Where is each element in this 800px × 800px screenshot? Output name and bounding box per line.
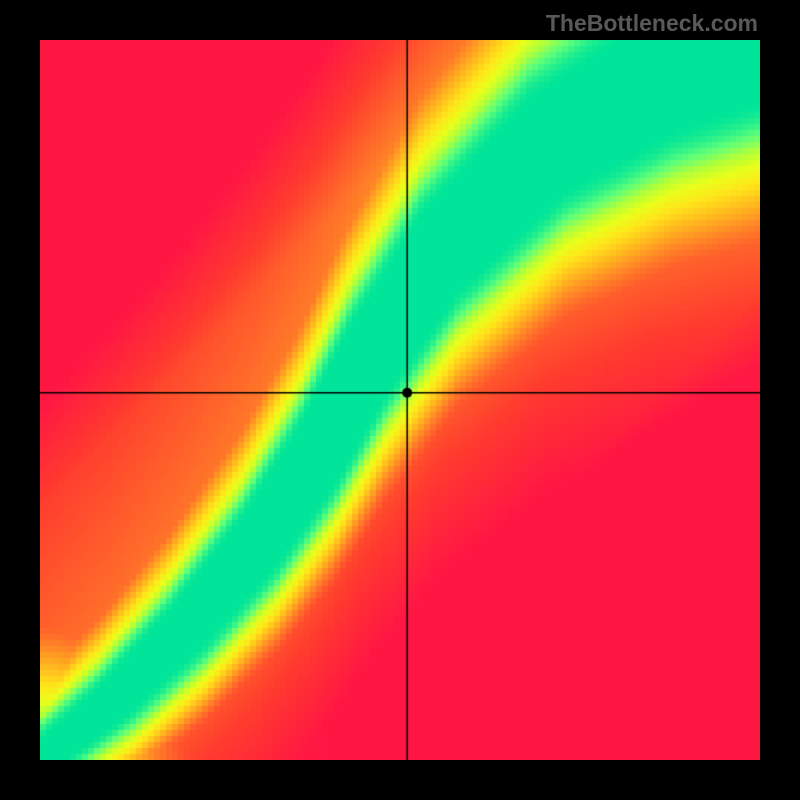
watermark-text: TheBottleneck.com: [546, 10, 758, 37]
chart-container: TheBottleneck.com: [0, 0, 800, 800]
bottleneck-heatmap: [40, 40, 760, 760]
